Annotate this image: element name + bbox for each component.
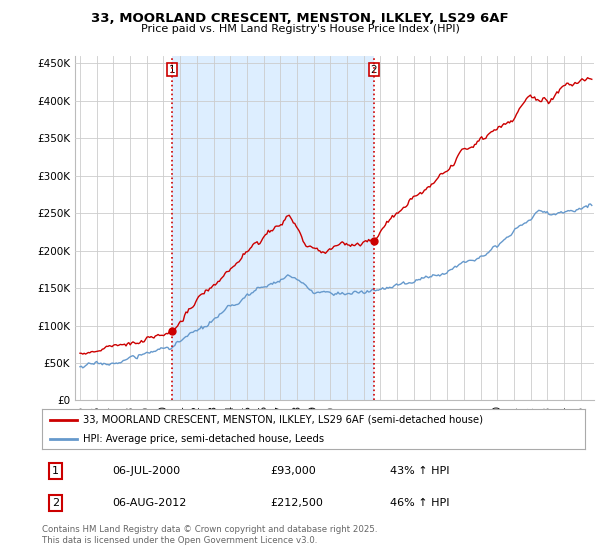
- Bar: [172, 56, 374, 400]
- Text: 1: 1: [169, 64, 175, 74]
- Text: 43% ↑ HPI: 43% ↑ HPI: [389, 466, 449, 476]
- Text: 46% ↑ HPI: 46% ↑ HPI: [389, 498, 449, 508]
- Text: 06-JUL-2000: 06-JUL-2000: [113, 466, 181, 476]
- Text: Contains HM Land Registry data © Crown copyright and database right 2025.
This d: Contains HM Land Registry data © Crown c…: [42, 525, 377, 545]
- Text: HPI: Average price, semi-detached house, Leeds: HPI: Average price, semi-detached house,…: [83, 434, 324, 444]
- Text: £212,500: £212,500: [270, 498, 323, 508]
- Text: 2: 2: [370, 64, 377, 74]
- Text: 1: 1: [52, 466, 59, 476]
- Text: Price paid vs. HM Land Registry's House Price Index (HPI): Price paid vs. HM Land Registry's House …: [140, 24, 460, 34]
- Text: £93,000: £93,000: [270, 466, 316, 476]
- Text: 2: 2: [52, 498, 59, 508]
- Text: 33, MOORLAND CRESCENT, MENSTON, ILKLEY, LS29 6AF (semi-detached house): 33, MOORLAND CRESCENT, MENSTON, ILKLEY, …: [83, 415, 483, 424]
- Text: 06-AUG-2012: 06-AUG-2012: [113, 498, 187, 508]
- Text: 33, MOORLAND CRESCENT, MENSTON, ILKLEY, LS29 6AF: 33, MOORLAND CRESCENT, MENSTON, ILKLEY, …: [91, 12, 509, 25]
